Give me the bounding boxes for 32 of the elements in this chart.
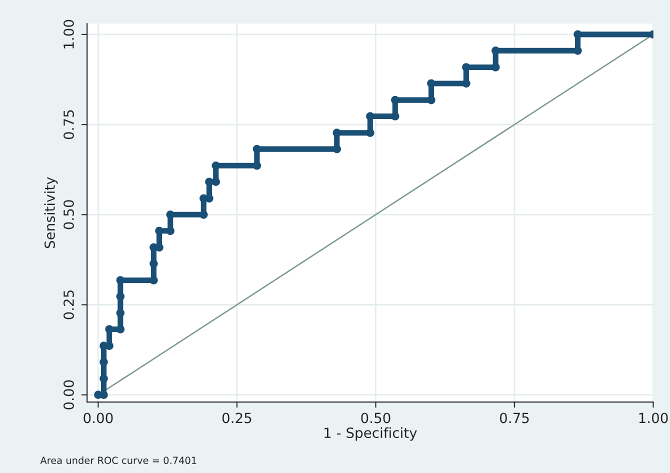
point	[252, 144, 262, 154]
point	[462, 79, 470, 88]
y-tick-label: 0.50	[63, 200, 74, 230]
point	[574, 46, 582, 55]
point	[390, 96, 400, 104]
point	[212, 178, 220, 186]
point	[366, 128, 374, 138]
x-tick-label: 0.75	[500, 412, 529, 424]
y-tick-label: 0.75	[63, 110, 74, 140]
x-tick-label: 1.00	[639, 412, 668, 424]
x-tick-label: 0.25	[222, 412, 252, 424]
point	[166, 226, 175, 236]
text: Area under ROC curve = 0.7401	[40, 456, 196, 464]
x-axis-title: 1 - Specificity	[324, 427, 417, 441]
y-tick-label: 1.00	[63, 20, 74, 48]
point	[166, 210, 175, 219]
point	[116, 292, 125, 301]
point	[212, 161, 220, 170]
x-tick-label: 0.50	[361, 412, 390, 424]
y-tick-label: 0.25	[63, 290, 74, 320]
point	[332, 144, 342, 154]
y-axis-title: Sensitivity	[44, 177, 58, 248]
point	[150, 276, 158, 284]
point	[100, 390, 108, 400]
point	[116, 325, 125, 334]
point	[105, 325, 114, 334]
point	[462, 63, 470, 72]
x-tick-label: 0.00	[84, 412, 113, 424]
point	[205, 194, 214, 203]
point	[491, 46, 500, 55]
point	[116, 308, 125, 318]
point	[366, 112, 374, 120]
